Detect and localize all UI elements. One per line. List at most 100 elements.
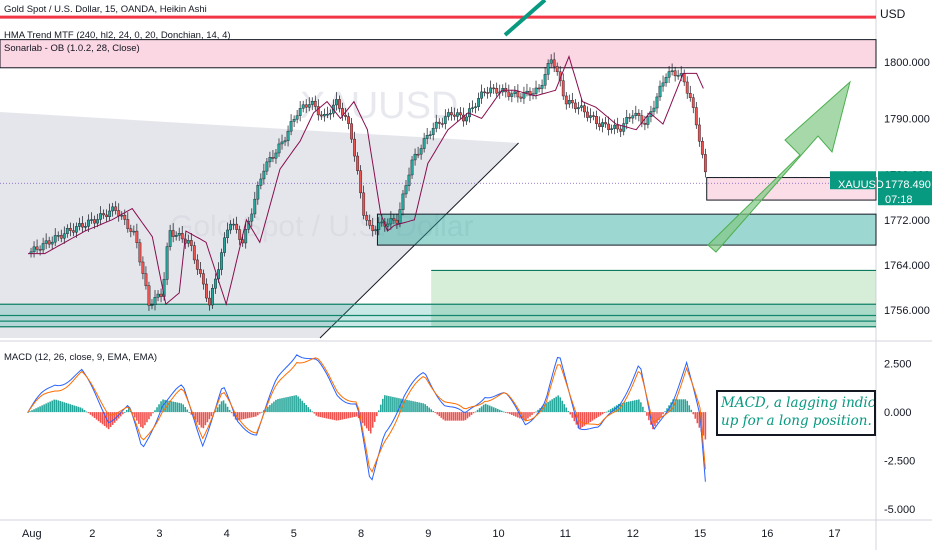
symbol-title: Gold Spot / U.S. Dollar, 15, OANDA, Heik…: [4, 4, 207, 15]
candle-up: [374, 229, 378, 232]
macd-histogram-bar: [380, 404, 382, 413]
macd-histogram-bar: [603, 412, 606, 413]
macd-histogram-bar: [593, 412, 596, 420]
macd-histogram-bar: [585, 412, 588, 425]
macd-histogram-bar: [202, 412, 205, 429]
candle-up: [111, 206, 115, 212]
macd-histogram-bar: [634, 400, 636, 413]
candle-up: [625, 117, 629, 124]
macd-histogram-bar: [144, 412, 146, 426]
macd-histogram-bar: [434, 412, 437, 413]
macd-histogram-bar: [384, 395, 386, 413]
candle-down: [483, 91, 487, 94]
macd-histogram-bar: [99, 412, 102, 423]
time-tick-label: 3: [156, 528, 162, 540]
candle-up: [65, 228, 69, 234]
macd-histogram-bar: [309, 409, 312, 413]
macd-histogram-bar: [93, 412, 96, 418]
candle-up: [156, 293, 160, 298]
macd-histogram-bar: [27, 412, 29, 413]
annotation-line-1: MACD, a lagging indicator, i: [721, 395, 876, 411]
macd-histogram-bar: [222, 400, 225, 413]
candle-down: [114, 206, 118, 211]
candle-up: [658, 85, 662, 98]
macd-histogram-bar: [180, 403, 183, 413]
macd-histogram-bar: [632, 400, 634, 413]
macd-histogram-bar: [627, 401, 630, 413]
macd-histogram-bar: [128, 407, 130, 413]
candle-up: [670, 70, 674, 72]
candle-down: [440, 123, 444, 125]
hma-line: [28, 54, 704, 307]
macd-histogram-bar: [654, 412, 656, 427]
macd-histogram-bar: [111, 412, 114, 425]
candle-up: [268, 157, 272, 163]
macd-histogram-bar: [182, 404, 185, 413]
candle-up: [431, 128, 435, 135]
indicator-hma-label[interactable]: HMA Trend MTF (240, hl2, 24, 0, 20, Donc…: [4, 30, 231, 41]
macd-tick-label: 0.000: [884, 407, 912, 419]
macd-histogram-bar: [220, 401, 223, 413]
macd-histogram-bar: [704, 412, 707, 440]
candle-down: [573, 102, 577, 110]
macd-histogram-bar: [85, 411, 88, 413]
macd-histogram-bar: [629, 401, 632, 413]
macd-histogram-bar: [121, 412, 124, 415]
macd-histogram-bar: [154, 410, 156, 413]
candle-down: [356, 155, 360, 171]
macd-histogram-bar: [422, 403, 424, 413]
macd-histogram-bar: [394, 397, 396, 413]
arrow-tail: [503, 0, 547, 37]
macd-histogram-bar: [686, 400, 689, 413]
candle-down: [486, 92, 490, 94]
candle-up: [298, 108, 302, 116]
macd-histogram-bar: [472, 412, 475, 414]
macd-histogram-bar: [281, 398, 283, 413]
macd-histogram-bar: [442, 412, 445, 420]
macd-histogram-bar: [297, 396, 299, 413]
macd-histogram-bar: [73, 405, 76, 413]
macd-tick-label: 2.500: [884, 359, 912, 371]
macd-histogram-bar: [666, 408, 668, 413]
candle-down: [316, 106, 320, 116]
macd-histogram-bar: [311, 411, 314, 413]
candle-up: [211, 287, 214, 306]
macd-histogram-bar: [53, 399, 56, 413]
macd-histogram-bar: [412, 401, 414, 413]
candle-down: [359, 170, 363, 194]
macd-histogram-bar: [561, 400, 564, 413]
candle-down: [604, 122, 607, 125]
macd-histogram-bar: [69, 404, 72, 413]
candle-up: [377, 222, 381, 230]
candle-up: [292, 119, 296, 122]
candle-up: [322, 114, 326, 117]
candle-up: [446, 112, 450, 117]
macd-histogram-bar: [462, 412, 465, 421]
macd-histogram-bar: [640, 402, 642, 413]
macd-histogram-bar: [136, 412, 138, 421]
macd-histogram-bar: [305, 405, 308, 413]
macd-histogram-bar: [386, 395, 388, 413]
macd-histogram-bar: [571, 412, 574, 418]
candle-up: [32, 246, 36, 253]
macd-histogram-bar: [490, 406, 493, 413]
candle-down: [201, 273, 205, 285]
macd-label[interactable]: MACD (12, 26, close, 9, EMA, EMA): [4, 352, 158, 363]
macd-annotation[interactable]: MACD, a lagging indicator, i up for a lo…: [716, 390, 876, 436]
macd-histogram-bar: [458, 412, 461, 421]
candle-up: [613, 124, 617, 129]
indicator-ob-label[interactable]: Sonarlab - OB (1.0.2, 28, Close): [4, 43, 140, 54]
candle-down: [583, 105, 586, 113]
macd-histogram-bar: [35, 408, 37, 413]
macd-histogram-bar: [476, 409, 479, 413]
candle-up: [44, 240, 48, 244]
macd-histogram-bar: [547, 401, 549, 413]
macd-histogram-bar: [595, 412, 598, 419]
macd-histogram-bar: [351, 412, 354, 418]
candle-down: [691, 97, 695, 108]
macd-histogram-bar: [527, 412, 529, 419]
macd-histogram-bar: [589, 412, 592, 422]
macd-histogram-bar: [71, 404, 74, 413]
candle-up: [576, 107, 580, 110]
